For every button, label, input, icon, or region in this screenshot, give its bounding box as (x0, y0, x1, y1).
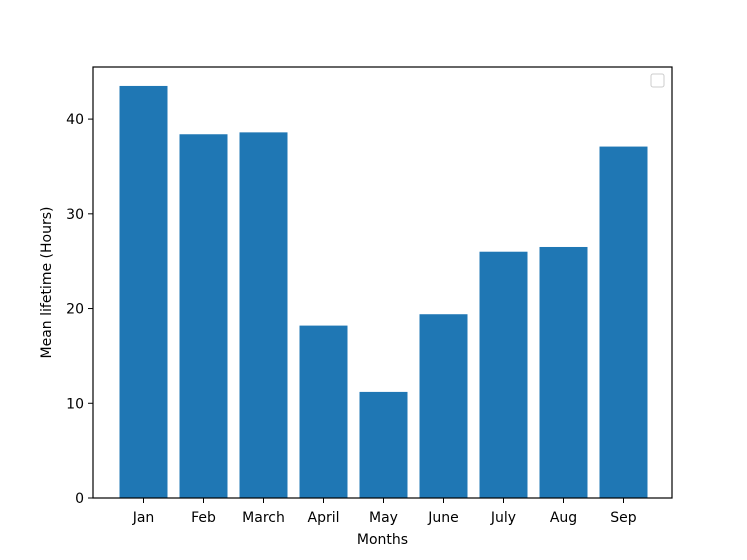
bar-aug (539, 246, 588, 498)
y-tick-label: 20 (66, 302, 84, 318)
x-axis-label: Months (357, 532, 408, 548)
x-tick-label: May (369, 510, 398, 526)
y-tick-label: 10 (66, 396, 84, 412)
x-tick-label: Jan (132, 510, 155, 526)
x-axis-ticks: Jan Feb March April May June July Aug Sep (132, 498, 637, 526)
y-axis-label: Mean lifetime (Hours) (39, 207, 55, 359)
bar-march (239, 132, 288, 498)
bar-june (419, 314, 468, 498)
x-tick-label: Sep (610, 510, 637, 526)
bar-july (479, 251, 528, 498)
bar-feb (179, 134, 228, 498)
x-tick-label: March (242, 510, 285, 526)
x-tick-label: April (308, 510, 340, 526)
bar-jan (119, 85, 168, 498)
bar-sep (599, 146, 648, 499)
bar-may (359, 391, 408, 498)
y-axis-ticks: 0 10 20 30 40 (66, 112, 93, 507)
y-tick-label: 0 (75, 491, 84, 507)
legend-box (650, 73, 665, 88)
bar-april (299, 325, 348, 498)
y-tick-label: 30 (66, 207, 84, 223)
x-tick-label: Aug (550, 510, 577, 526)
bars-group (119, 85, 648, 499)
plot-frame (92, 66, 673, 499)
x-tick-label: June (427, 510, 459, 526)
y-tick-label: 40 (66, 112, 84, 128)
x-tick-label: Feb (191, 510, 216, 526)
x-tick-label: July (490, 510, 516, 526)
